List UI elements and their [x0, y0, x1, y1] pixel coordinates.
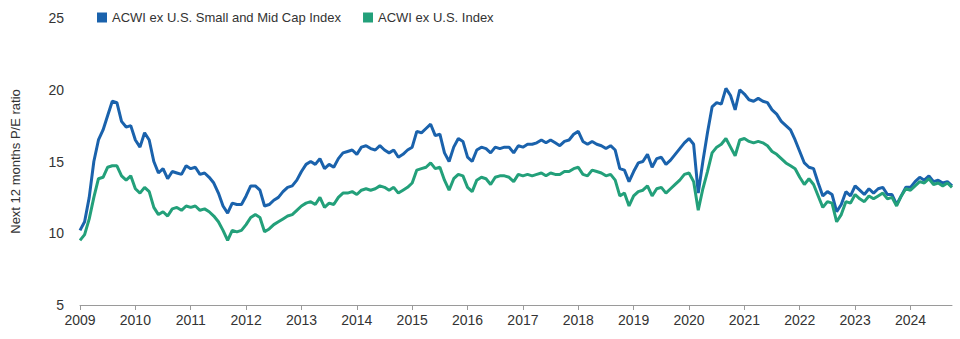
svg-text:2019: 2019: [618, 312, 649, 328]
svg-text:25: 25: [48, 10, 64, 26]
svg-text:2018: 2018: [563, 312, 594, 328]
svg-text:2022: 2022: [784, 312, 815, 328]
svg-text:2016: 2016: [452, 312, 483, 328]
svg-text:10: 10: [48, 225, 64, 241]
svg-text:20: 20: [48, 82, 64, 98]
svg-text:2012: 2012: [231, 312, 262, 328]
svg-text:ACWI ex U.S. Index: ACWI ex U.S. Index: [378, 10, 494, 25]
svg-text:2020: 2020: [673, 312, 704, 328]
svg-text:5: 5: [56, 297, 64, 313]
svg-text:2011: 2011: [176, 312, 206, 328]
svg-text:2013: 2013: [286, 312, 317, 328]
svg-text:2017: 2017: [507, 312, 538, 328]
svg-text:ACWI ex U.S. Small and Mid Cap: ACWI ex U.S. Small and Mid Cap Index: [112, 10, 342, 25]
svg-text:2010: 2010: [120, 312, 151, 328]
svg-text:2015: 2015: [397, 312, 428, 328]
svg-text:2009: 2009: [64, 312, 95, 328]
svg-text:2021: 2021: [729, 312, 760, 328]
svg-text:2023: 2023: [840, 312, 871, 328]
svg-text:2014: 2014: [341, 312, 372, 328]
svg-text:15: 15: [48, 154, 64, 170]
svg-text:2024: 2024: [895, 312, 926, 328]
svg-text:Next 12 months P/E ratio: Next 12 months P/E ratio: [8, 89, 23, 234]
